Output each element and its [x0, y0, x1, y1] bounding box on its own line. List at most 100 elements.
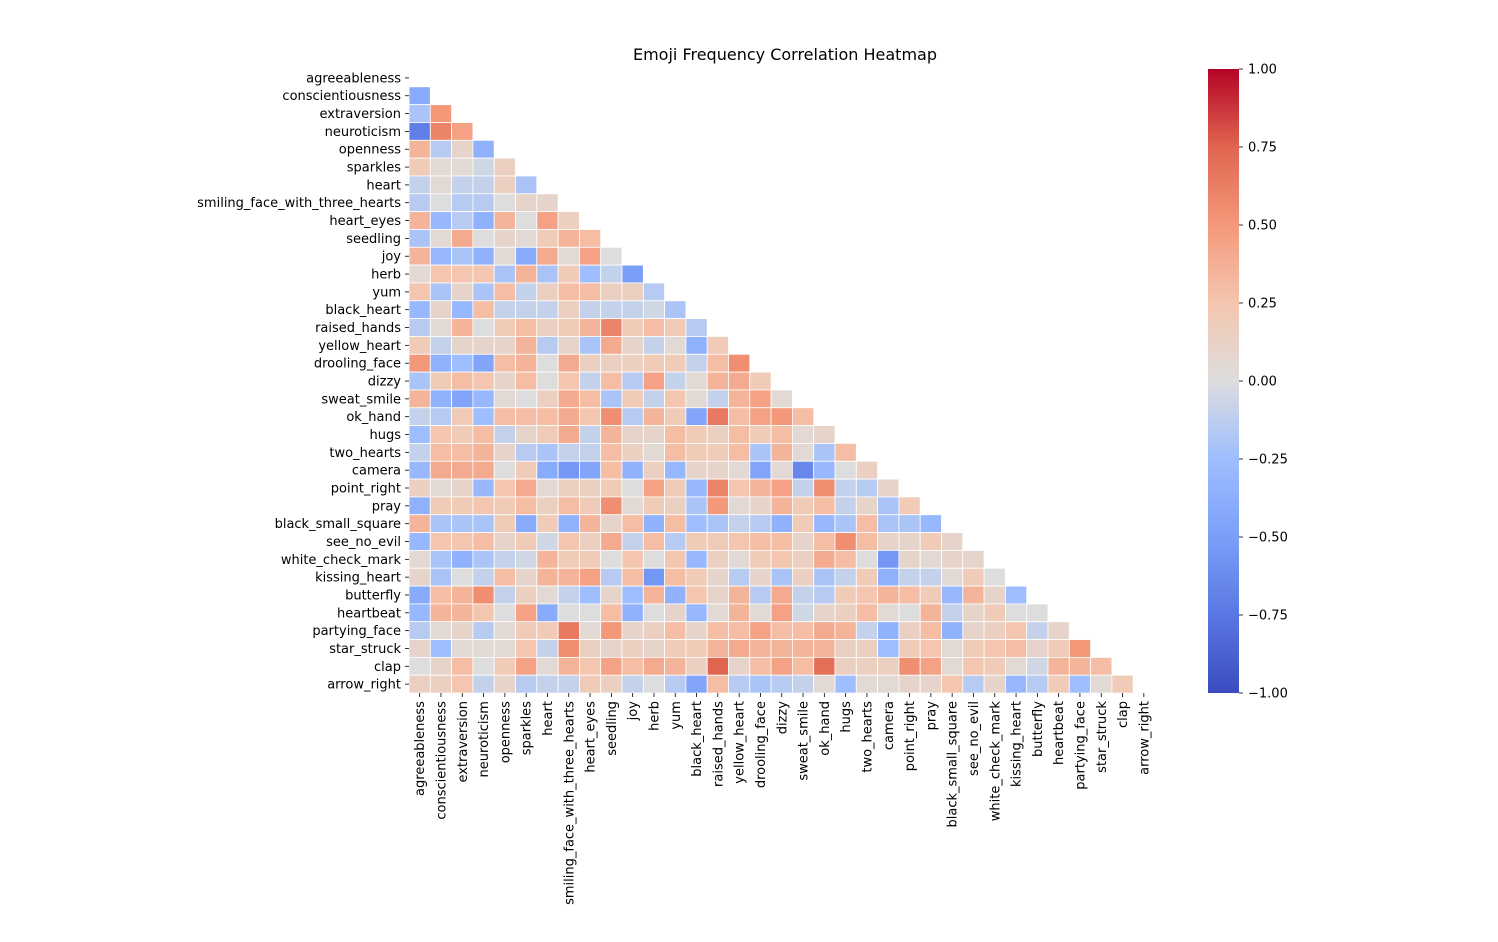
heatmap-cell-star_struck-joy: [621, 639, 644, 658]
heatmap-cell-see_no_evil-black_heart: [685, 532, 708, 551]
heatmap-cell-camera-ok_hand: [813, 460, 836, 480]
y-tick-label-star_struck: star_struck: [329, 642, 401, 657]
heatmap-cell-dizzy-conscientiousness: [429, 371, 452, 391]
heatmap-cell-clap-partying_face: [1068, 656, 1092, 676]
heatmap-cell-pray-two_hearts: [855, 496, 878, 516]
colorbar-tick-label: 0.75: [1248, 141, 1277, 156]
heatmap-cell-arrow_right-raised_hands: [706, 674, 729, 694]
heatmap-cell-black_heart-smiling_face_with_three_hearts: [557, 300, 580, 320]
heatmap-cell-heartbeat-neuroticism: [472, 603, 495, 623]
heatmap-cell-heart-sparkles: [515, 175, 538, 195]
heatmap-cell-joy-sparkles: [515, 246, 538, 266]
heatmap-cell-heart_eyes-heart: [536, 211, 559, 230]
heatmap-cell-star_struck-black_heart: [685, 639, 708, 658]
heatmap-cell-herb-openness: [493, 264, 516, 284]
heatmap-cell-heartbeat-raised_hands: [706, 603, 729, 623]
heatmap-cell-sparkles-openness: [493, 157, 516, 177]
heatmap-cell-dizzy-sparkles: [515, 371, 538, 391]
heatmap-cell-camera-black_heart: [685, 460, 708, 480]
heatmap-cell-hugs-extraversion: [451, 425, 474, 444]
heatmap-cell-star_struck-sparkles: [515, 639, 538, 658]
heatmap-cell-white_check_mark-sparkles: [515, 550, 538, 569]
heatmap-cell-drooling_face-extraversion: [451, 353, 474, 373]
heatmap-cell-dizzy-agreeableness: [408, 371, 431, 391]
heatmap-cell-dizzy-openness: [493, 371, 516, 391]
heatmap-cell-star_struck-herb: [642, 639, 665, 658]
heatmap-cell-raised_hands-openness: [493, 318, 516, 337]
heatmap-cell-star_struck-sweat_smile: [792, 639, 815, 658]
heatmap-cell-butterfly-two_hearts: [855, 585, 878, 605]
heatmap-cell-seedling-neuroticism: [472, 229, 495, 248]
heatmap-cell-hugs-openness: [493, 425, 516, 444]
heatmap-cell-heart_eyes-smiling_face_with_three_hearts: [557, 211, 580, 230]
heatmap-cell-yum-conscientiousness: [429, 282, 452, 302]
heatmap-cell-dizzy-raised_hands: [706, 371, 729, 391]
heatmap-cell-camera-two_hearts: [855, 460, 878, 480]
x-tick-label-pray: pray: [924, 701, 939, 731]
heatmap-cell-pray-neuroticism: [472, 496, 495, 516]
heatmap-cell-star_struck-yellow_heart: [728, 639, 751, 658]
heatmap-cell-joy-smiling_face_with_three_hearts: [557, 246, 580, 266]
heatmap-cell-ok_hand-extraversion: [451, 407, 474, 426]
heatmap-cell-see_no_evil-sparkles: [515, 532, 538, 551]
heatmap-cell-joy-seedling: [600, 246, 623, 266]
heatmap-cell-two_hearts-hugs: [834, 443, 857, 462]
heatmap-cell-partying_face-butterfly: [1026, 621, 1049, 640]
heatmap-cell-butterfly-dizzy: [770, 585, 793, 605]
heatmap-cell-heart_eyes-sparkles: [515, 211, 538, 230]
heatmap-cell-see_no_evil-two_hearts: [855, 532, 878, 551]
heatmap-cell-yum-openness: [493, 282, 516, 302]
heatmap-cell-white_check_mark-yellow_heart: [728, 550, 751, 569]
heatmap-cell-arrow_right-camera: [877, 674, 900, 694]
heatmap-cell-heartbeat-yellow_heart: [728, 603, 751, 623]
heatmap-cell-sweat_smile-yellow_heart: [728, 389, 751, 409]
heatmap-cell-heartbeat-hugs: [834, 603, 857, 623]
x-tick-label-openness: openness: [498, 701, 513, 763]
heatmap-cell-partying_face-white_check_mark: [983, 621, 1006, 640]
heatmap-cell-two_hearts-herb: [642, 443, 665, 462]
heatmap-cell-point_right-yum: [664, 478, 687, 498]
heatmap-cell-dizzy-joy: [621, 371, 644, 391]
heatmap-cell-point_right-two_hearts: [855, 478, 878, 498]
heatmap-cell-yellow_heart-extraversion: [451, 336, 474, 355]
heatmap-cell-kissing_heart-neuroticism: [472, 567, 495, 587]
heatmap-cell-white_check_mark-smiling_face_with_three_hearts: [557, 550, 580, 569]
heatmap-cell-partying_face-raised_hands: [706, 621, 729, 640]
heatmap-cell-see_no_evil-openness: [493, 532, 516, 551]
heatmap-cell-arrow_right-see_no_evil: [962, 674, 985, 694]
heatmap-cell-two_hearts-heart: [536, 443, 559, 462]
heatmap-cell-point_right-yellow_heart: [728, 478, 751, 498]
heatmap-cell-yum-joy: [621, 282, 644, 302]
heatmap-cell-star_struck-dizzy: [770, 639, 793, 658]
heatmap-cell-pray-heart: [536, 496, 559, 516]
heatmap-cell-see_no_evil-extraversion: [451, 532, 474, 551]
heatmap-cell-partying_face-agreeableness: [408, 621, 431, 640]
heatmap-cell-hugs-black_heart: [685, 425, 708, 444]
heatmap-cell-raised_hands-smiling_face_with_three_hearts: [557, 318, 580, 337]
y-tick-label-hugs: hugs: [369, 428, 401, 443]
heatmap-cell-herb-conscientiousness: [429, 264, 452, 284]
heatmap-cell-black_small_square-yellow_heart: [728, 514, 751, 533]
heatmap-cell-kissing_heart-dizzy: [770, 567, 793, 587]
y-tick-label-seedling: seedling: [346, 232, 401, 247]
heatmap-cell-clap-extraversion: [451, 656, 474, 676]
heatmap-cell-heartbeat-drooling_face: [749, 603, 772, 623]
heatmap-cell-yum-heart: [536, 282, 559, 302]
heatmap-cell-partying_face-sweat_smile: [792, 621, 815, 640]
heatmap-cell-kissing_heart-yellow_heart: [728, 567, 751, 587]
y-tick-label-yum: yum: [372, 285, 401, 300]
heatmap-cell-yum-neuroticism: [472, 282, 495, 302]
heatmap-cell-two_hearts-heart_eyes: [579, 443, 602, 462]
heatmap-cell-pray-seedling: [600, 496, 623, 516]
heatmap-cell-herb-neuroticism: [472, 264, 495, 284]
heatmap-cell-heart-conscientiousness: [429, 175, 452, 195]
heatmap-cell-heartbeat-herb: [642, 603, 665, 623]
heatmap-cell-black_heart-herb: [642, 300, 665, 320]
heatmap-cell-pray-point_right: [898, 496, 921, 516]
colorbar-tick-label: 0.50: [1248, 219, 1277, 234]
heatmap-cell-star_struck-two_hearts: [855, 639, 878, 658]
heatmap-cell-arrow_right-dizzy: [770, 674, 793, 694]
heatmap-cell-kissing_heart-herb: [642, 567, 665, 587]
heatmap-cell-joy-heart: [536, 246, 559, 266]
